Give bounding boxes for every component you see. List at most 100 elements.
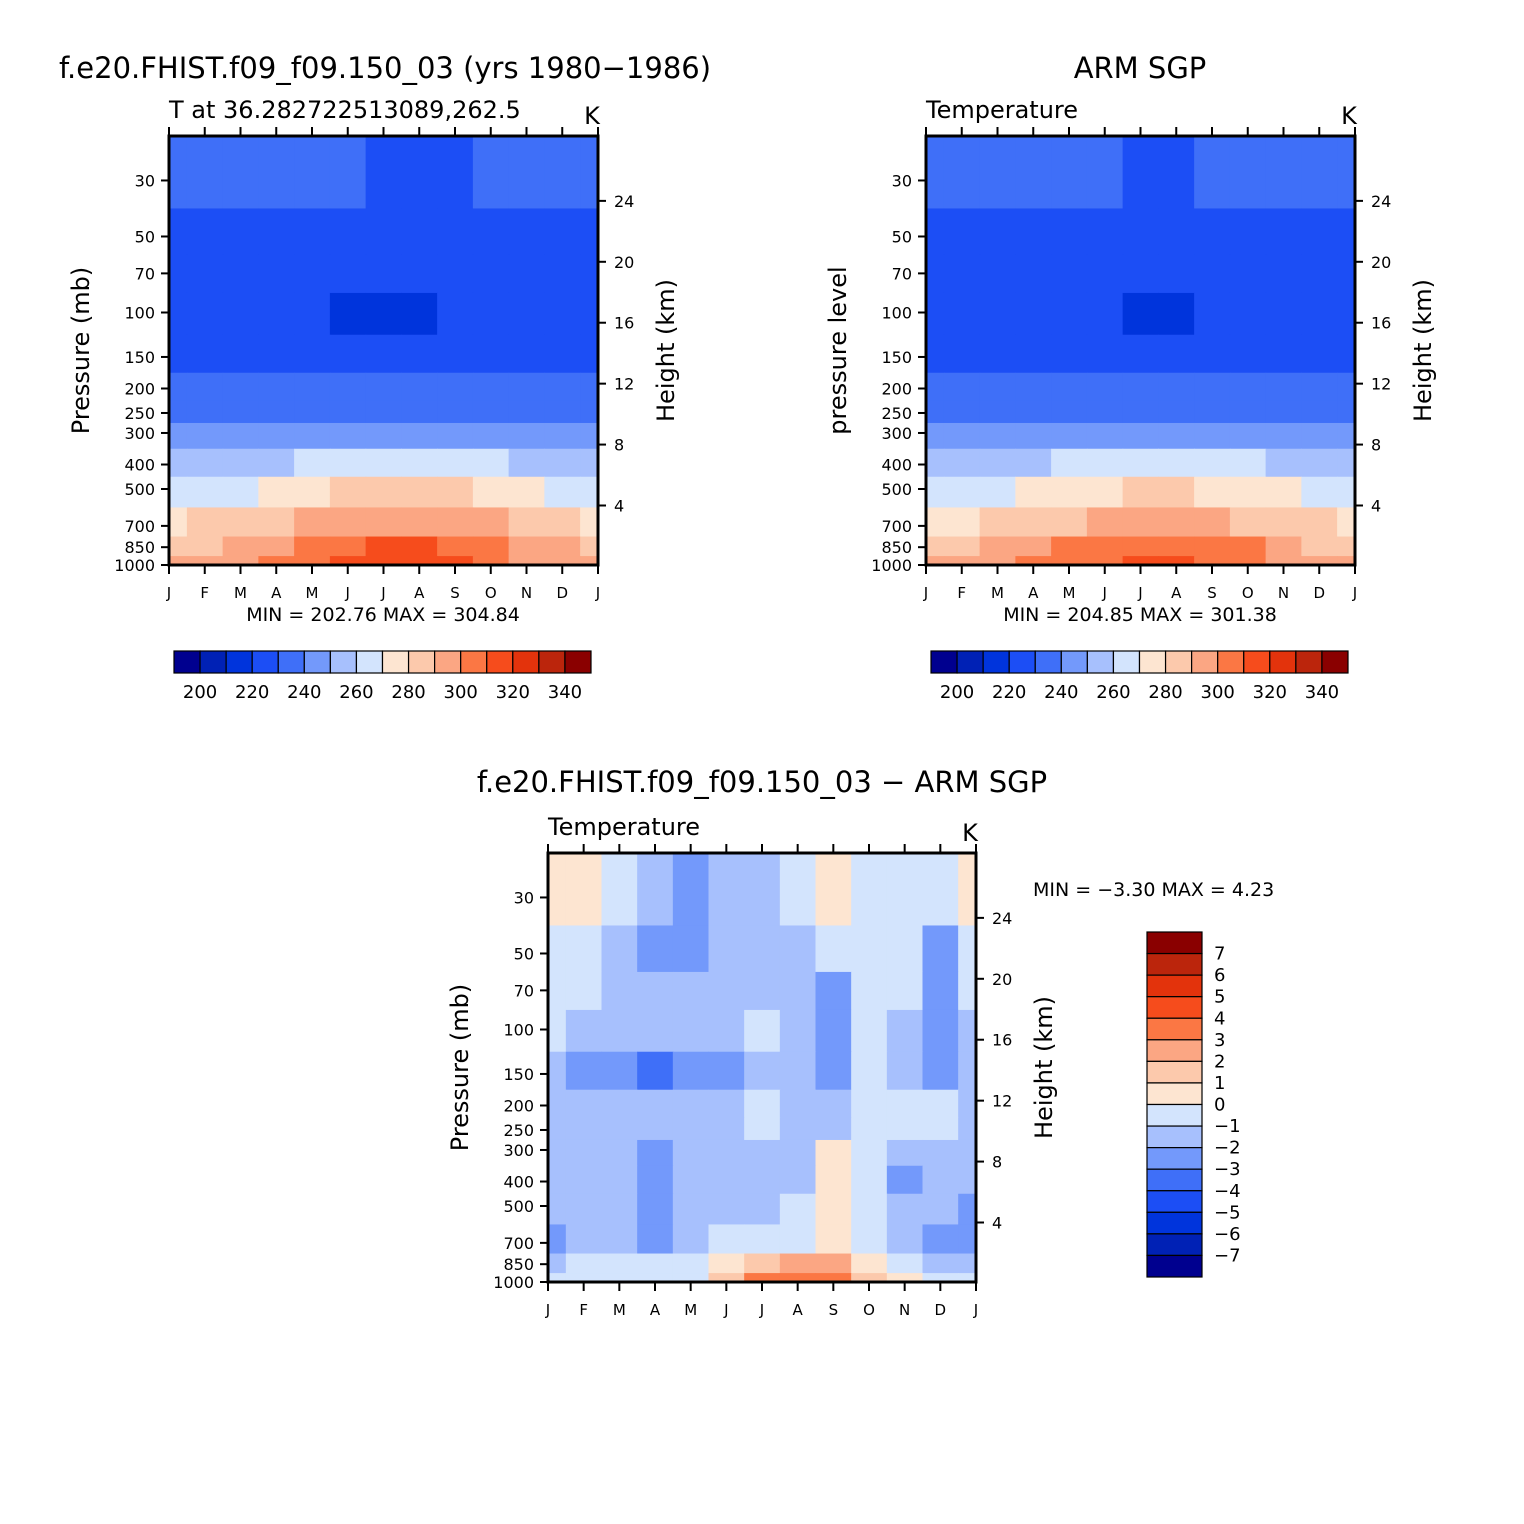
- contour-cell: [1015, 476, 1052, 509]
- contour-cell: [979, 334, 1016, 374]
- contour-cell: [1086, 334, 1124, 374]
- x-tick-label: O: [863, 1301, 875, 1319]
- contour-cell: [401, 292, 438, 336]
- contour-cell: [1086, 292, 1124, 336]
- contour-cell: [1265, 507, 1302, 538]
- contour-cell: [637, 1273, 674, 1283]
- contour-cell: [186, 507, 224, 538]
- contour-cell: [601, 1165, 638, 1195]
- contour-cell: [1265, 136, 1302, 210]
- contour-cell: [815, 1117, 852, 1141]
- contour-cell: [744, 1224, 781, 1255]
- contour-cell: [779, 1139, 817, 1167]
- contour-cell: [580, 476, 599, 509]
- contour-cell: [437, 536, 474, 557]
- y-tick-label: 700: [124, 517, 155, 536]
- contour-cell: [365, 476, 402, 509]
- contour-cell: [926, 334, 945, 374]
- contour-cell: [958, 1165, 977, 1195]
- y-tick-label: 200: [881, 380, 912, 399]
- contour-cell: [637, 1193, 674, 1226]
- contour-cell: [1122, 400, 1159, 424]
- contour-cell: [943, 476, 981, 509]
- contour-cell: [472, 334, 510, 374]
- contour-cell: [1051, 208, 1088, 256]
- x-tick-label: N: [521, 584, 532, 602]
- contour-cell: [508, 400, 545, 424]
- contour-cell: [637, 925, 674, 973]
- contour-cell: [637, 1253, 674, 1274]
- colorbar-box: [1269, 650, 1297, 674]
- contour-cell: [544, 476, 581, 509]
- x-tick-label: J: [723, 1301, 728, 1319]
- chart-title: f.e20.FHIST.f09_f09.150_03 (yrs 1980−198…: [59, 51, 711, 85]
- contour-cell: [401, 476, 438, 509]
- min-max-stats: MIN = −3.30 MAX = 4.23: [1033, 879, 1274, 901]
- contour-cell: [979, 136, 1016, 210]
- contour-cell: [958, 853, 977, 927]
- contour-cell: [548, 925, 567, 973]
- contour-cell: [401, 507, 438, 538]
- contour-cell: [508, 136, 545, 210]
- contour-cell: [565, 1253, 603, 1274]
- contour-cell: [1229, 507, 1267, 538]
- contour-cell: [1122, 507, 1159, 538]
- contour-cell: [294, 536, 331, 557]
- contour-cell: [580, 372, 599, 402]
- y2-axis-label: Height (km): [1409, 279, 1437, 422]
- contour-cell: [258, 536, 295, 557]
- y-tick-label: 700: [881, 517, 912, 536]
- contour-cell: [637, 853, 674, 927]
- contour-cell: [508, 536, 545, 557]
- contour-cell: [472, 372, 510, 402]
- contour-cell: [472, 448, 510, 478]
- contour-cell: [508, 292, 545, 336]
- contour-cell: [851, 1193, 888, 1226]
- colorbar-box: [329, 650, 358, 674]
- x-tick-label: D: [935, 1301, 947, 1319]
- contour-cell: [886, 971, 924, 1011]
- contour-cell: [565, 853, 603, 927]
- contour-cell: [1194, 208, 1231, 256]
- contour-cell: [1086, 254, 1124, 294]
- contour-cell: [1051, 556, 1088, 566]
- contour-cell: [1194, 254, 1231, 294]
- x-tick-label: J: [923, 584, 928, 602]
- contour-cell: [1158, 556, 1195, 566]
- contour-cell: [1086, 400, 1124, 424]
- contour-cell: [1051, 254, 1088, 294]
- contour-cell: [222, 292, 259, 336]
- contour-cell: [708, 1009, 745, 1053]
- contour-cell: [1086, 208, 1124, 256]
- contour-cell: [779, 1051, 817, 1091]
- contour-cell: [329, 292, 367, 336]
- contour-cell: [437, 208, 474, 256]
- contour-cell: [979, 476, 1016, 509]
- contour-cell: [926, 556, 945, 566]
- contour-cell: [708, 1089, 745, 1119]
- contour-cell: [922, 1089, 959, 1119]
- contour-cell: [1265, 422, 1302, 450]
- contour-cell: [1229, 292, 1267, 336]
- contour-cell: [186, 448, 224, 478]
- contour-cell: [851, 1089, 888, 1119]
- contour-cell: [1337, 507, 1356, 538]
- contour-cell: [1301, 208, 1338, 256]
- contour-cell: [851, 1009, 888, 1053]
- colorbar-label: 240: [1044, 682, 1078, 703]
- colorbar-box: [1146, 1211, 1203, 1235]
- contour-cell: [637, 1089, 674, 1119]
- contour-cell: [926, 448, 945, 478]
- contour-cell: [779, 1193, 817, 1226]
- contour-cell: [580, 422, 599, 450]
- contour-cell: [186, 476, 224, 509]
- y-tick-label: 500: [881, 480, 912, 499]
- contour-cell: [1015, 254, 1052, 294]
- contour-cell: [548, 1253, 567, 1274]
- x-tick-label: M: [306, 584, 319, 602]
- contour-cell: [1194, 448, 1231, 478]
- contour-cell: [1229, 136, 1267, 210]
- colorbar-label: 320: [1253, 682, 1287, 703]
- y-tick-label: 850: [881, 538, 912, 557]
- contour-cell: [401, 556, 438, 566]
